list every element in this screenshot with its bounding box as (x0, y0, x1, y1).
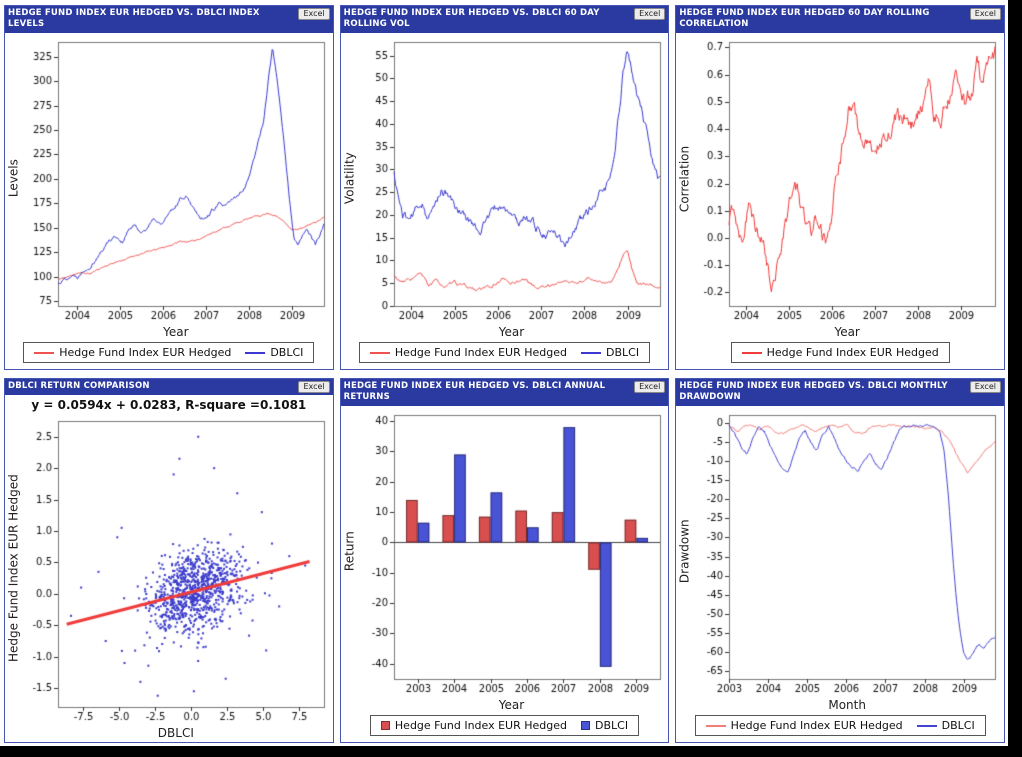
chart-panel-volatility: HEDGE FUND INDEX EUR HEDGED VS. DBLCI 60… (339, 5, 670, 370)
regression-equation: y = 0.0594x + 0.0283, R-square =0.1081 (31, 398, 307, 412)
x-axis-label: Year (498, 325, 525, 339)
legend-label: Hedge Fund Index EUR Hedged (394, 719, 567, 732)
chart-panel-annual-returns: HEDGE FUND INDEX EUR HEDGED VS. DBLCI AN… (339, 378, 670, 743)
legend-label: DBLCI (606, 346, 640, 359)
plot-area (357, 32, 669, 324)
chart-canvas (693, 405, 1004, 697)
chart-titlebar: HEDGE FUND INDEX EUR HEDGED VS. DBLCI MO… (676, 379, 1004, 406)
excel-button[interactable]: Excel (634, 8, 666, 20)
chart-canvas (693, 32, 1004, 324)
legend-item: Hedge Fund Index EUR Hedged (380, 719, 567, 732)
legend-swatch (581, 351, 601, 354)
plot-area (357, 405, 669, 697)
excel-button[interactable]: Excel (969, 8, 1001, 20)
excel-button[interactable]: Excel (969, 381, 1001, 393)
chart-canvas (22, 32, 333, 324)
legend-row: Hedge Fund Index EUR Hedged DBLCI (5, 341, 333, 369)
plot-area (22, 412, 333, 725)
chart-canvas (357, 405, 669, 697)
chart-panel-levels: HEDGE FUND INDEX EUR HEDGED VS. DBLCI IN… (4, 5, 334, 370)
chart-titlebar: HEDGE FUND INDEX EUR HEDGED VS. DBLCI 60… (340, 6, 669, 33)
x-axis-label: Month (828, 698, 866, 712)
legend-item: DBLCI (581, 719, 628, 732)
x-axis-label: Year (163, 325, 189, 339)
legend-box: Hedge Fund Index EUR Hedged (730, 342, 950, 363)
chart-title: HEDGE FUND INDEX EUR HEDGED VS. DBLCI AN… (343, 381, 606, 403)
legend-swatch (741, 351, 762, 354)
legend-box: Hedge Fund Index EUR Hedged DBLCI (369, 715, 640, 736)
chart-canvas (357, 32, 669, 324)
legend-swatch (34, 351, 55, 354)
chart-titlebar: HEDGE FUND INDEX EUR HEDGED VS. DBLCI AN… (340, 379, 669, 406)
legend-label: Hedge Fund Index EUR Hedged (766, 346, 939, 359)
legend-item: Hedge Fund Index EUR Hedged (741, 346, 939, 359)
chart-titlebar: HEDGE FUND INDEX EUR HEDGED VS. DBLCI IN… (5, 6, 333, 33)
chart-grid: HEDGE FUND INDEX EUR HEDGED VS. DBLCI IN… (0, 0, 1008, 746)
legend-label: Hedge Fund Index EUR Hedged (394, 346, 567, 359)
legend-box: Hedge Fund Index EUR Hedged DBLCI (358, 342, 651, 363)
excel-button[interactable]: Excel (634, 381, 666, 393)
chart-title: HEDGE FUND INDEX EUR HEDGED VS. DBLCI IN… (8, 8, 260, 30)
x-axis-label: DBLCI (157, 726, 194, 740)
chart-panel-drawdown: HEDGE FUND INDEX EUR HEDGED VS. DBLCI MO… (675, 378, 1005, 743)
chart-title: HEDGE FUND INDEX EUR HEDGED VS. DBLCI 60… (343, 8, 600, 30)
legend-item: DBLCI (581, 346, 639, 359)
legend-row: Hedge Fund Index EUR Hedged (676, 341, 1004, 369)
plot-area (22, 32, 333, 324)
legend-swatch (380, 721, 390, 730)
excel-button[interactable]: Excel (298, 381, 330, 393)
legend-label: DBLCI (941, 719, 975, 732)
legend-box: Hedge Fund Index EUR Hedged DBLCI (23, 342, 315, 363)
legend-swatch (916, 724, 937, 727)
y-axis-label: Correlation (677, 145, 692, 212)
plot-area (693, 32, 1004, 324)
legend-item: DBLCI (245, 346, 303, 359)
chart-panel-return-comparison: DBLCI RETURN COMPARISON Excel y = 0.0594… (4, 378, 334, 743)
chart-title: HEDGE FUND INDEX EUR HEDGED 60 DAY ROLLI… (679, 8, 930, 30)
legend-box: Hedge Fund Index EUR Hedged DBLCI (694, 715, 986, 736)
legend-row: Hedge Fund Index EUR Hedged DBLCI (341, 714, 669, 742)
legend-item: Hedge Fund Index EUR Hedged (705, 719, 903, 732)
legend-label: DBLCI (595, 719, 629, 732)
x-axis-label: Year (834, 325, 860, 339)
legend-item: Hedge Fund Index EUR Hedged (34, 346, 231, 359)
legend-swatch (705, 724, 726, 727)
legend-row: Hedge Fund Index EUR Hedged DBLCI (341, 341, 669, 369)
chart-panel-correlation: HEDGE FUND INDEX EUR HEDGED 60 DAY ROLLI… (675, 5, 1005, 370)
x-axis-label: Year (498, 698, 525, 712)
legend-label: Hedge Fund Index EUR Hedged (730, 719, 903, 732)
legend-swatch (369, 351, 390, 354)
legend-swatch (581, 721, 590, 730)
chart-titlebar: HEDGE FUND INDEX EUR HEDGED 60 DAY ROLLI… (676, 6, 1004, 33)
legend-label: DBLCI (270, 346, 304, 359)
excel-button[interactable]: Excel (298, 8, 330, 20)
legend-row: Hedge Fund Index EUR Hedged DBLCI (676, 714, 1004, 742)
y-axis-label: Drawdown (677, 519, 692, 584)
y-axis-label: Hedge Fund Index EUR Hedged (6, 474, 21, 663)
y-axis-label: Levels (6, 159, 21, 198)
chart-title: DBLCI RETURN COMPARISON (8, 381, 150, 391)
y-axis-label: Volatility (342, 152, 357, 205)
chart-canvas (22, 412, 333, 725)
chart-title: HEDGE FUND INDEX EUR HEDGED VS. DBLCI MO… (679, 381, 948, 403)
legend-label: Hedge Fund Index EUR Hedged (59, 346, 232, 359)
legend-item: DBLCI (916, 719, 975, 732)
plot-area (693, 405, 1004, 697)
chart-titlebar: DBLCI RETURN COMPARISON Excel (5, 379, 333, 395)
legend-item: Hedge Fund Index EUR Hedged (369, 346, 567, 359)
legend-swatch (245, 351, 266, 354)
y-axis-label: Return (342, 531, 357, 572)
